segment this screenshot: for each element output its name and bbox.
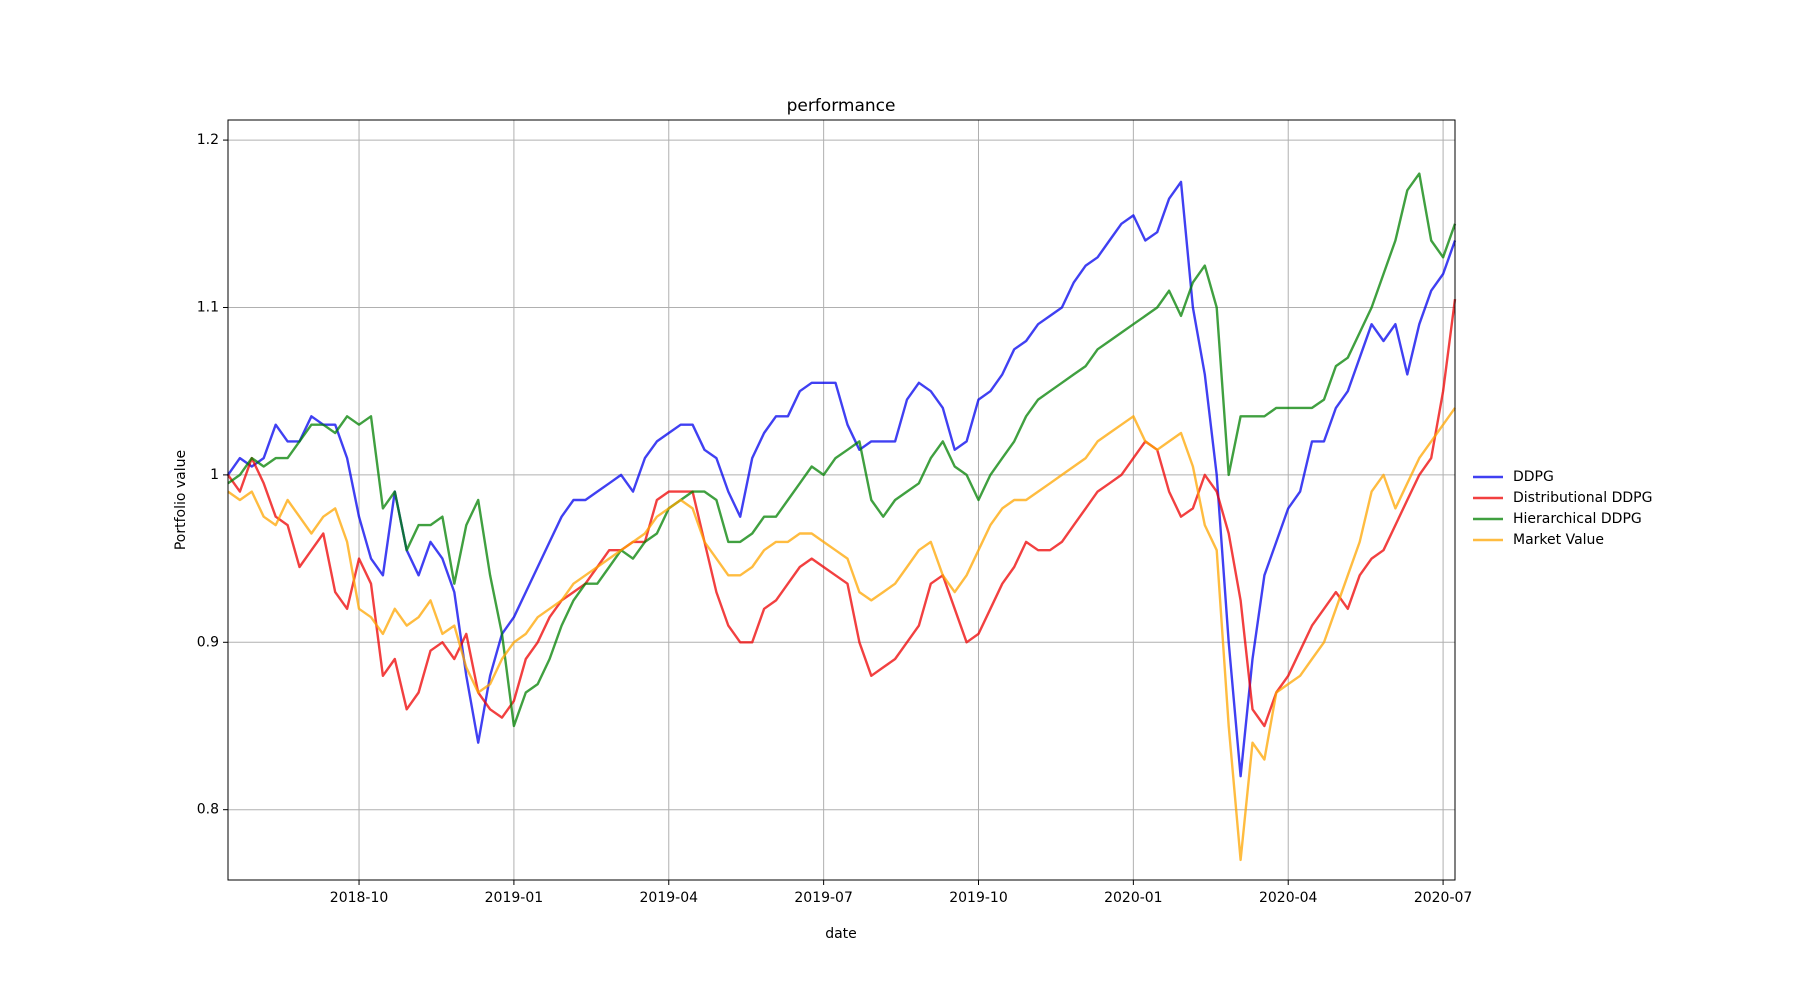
data-line — [227, 298, 1457, 728]
data-line — [227, 407, 1456, 862]
x-tick-label: 2020-01 — [1104, 890, 1163, 906]
legend-label: Hierarchical DDPG — [1513, 511, 1642, 527]
y-axis-label: Portfolio value — [173, 450, 189, 550]
data-line — [227, 180, 1457, 778]
x-tick-label: 2019-10 — [949, 890, 1008, 906]
chart-title: performance — [787, 96, 896, 116]
x-tick-label: 2020-07 — [1414, 890, 1473, 906]
y-tick-label: 0.9 — [197, 634, 219, 650]
y-tick-label: 1.1 — [197, 299, 219, 315]
x-tick-label: 2018-10 — [330, 890, 389, 906]
data-line — [227, 172, 1457, 728]
legend-label: Market Value — [1513, 532, 1604, 548]
x-tick-label: 2019-07 — [794, 890, 853, 906]
legend-label: Distributional DDPG — [1513, 490, 1652, 506]
y-tick-label: 1.2 — [197, 132, 219, 148]
legend-label: DDPG — [1513, 469, 1554, 485]
y-tick-label: 0.8 — [197, 802, 219, 818]
plot-frame — [227, 119, 1456, 881]
y-tick-label: 1 — [210, 467, 219, 483]
x-tick-label: 2019-01 — [485, 890, 544, 906]
x-tick-label: 2020-04 — [1259, 890, 1318, 906]
x-axis-label: date — [825, 926, 857, 942]
x-tick-label: 2019-04 — [640, 890, 699, 906]
